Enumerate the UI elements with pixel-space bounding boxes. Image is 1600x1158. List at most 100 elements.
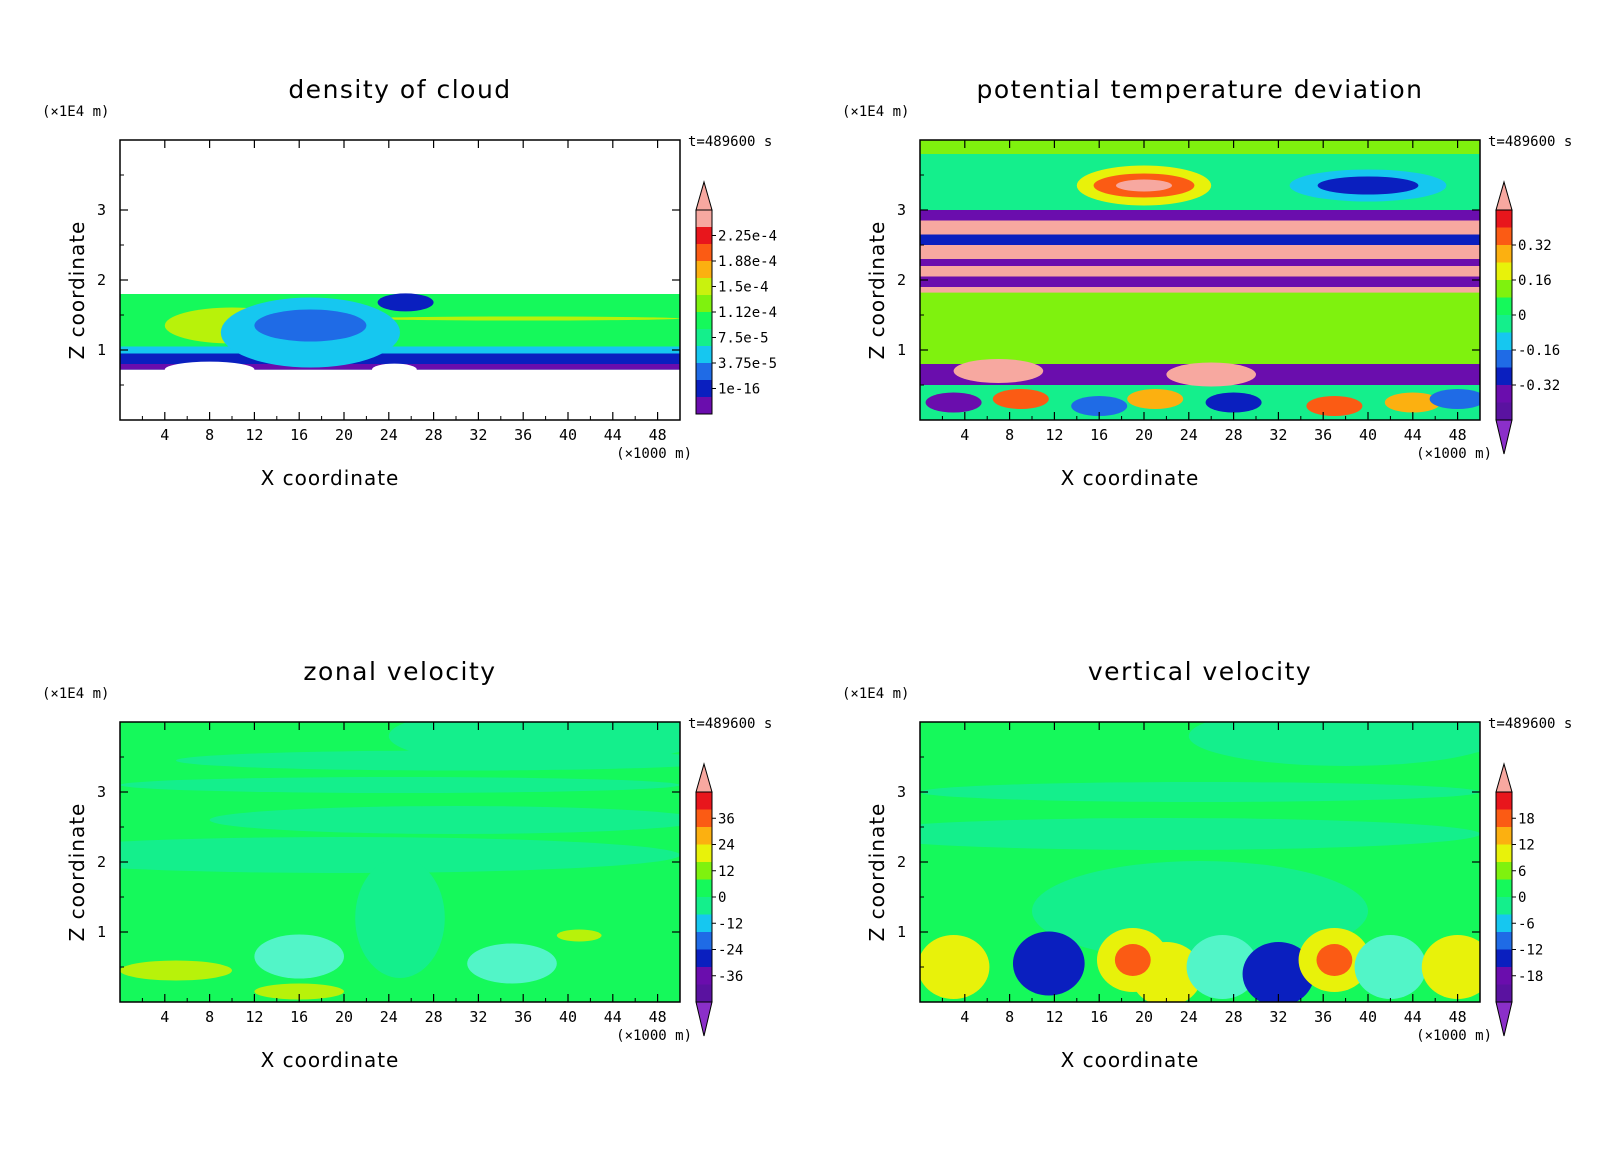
x-tick-label: 16 (1090, 1008, 1108, 1026)
colorbar-swatch (696, 261, 712, 279)
colorbar-extend-max (1495, 762, 1513, 793)
colorbar-label: -12 (718, 916, 743, 932)
chart-panel: zonal velocity(×1E4 m)t=489600 s4 8 12 16 20… (42, 657, 772, 1072)
colorbar-extend-max (695, 762, 713, 793)
colorbar-swatch (1496, 914, 1512, 933)
colorbar-label: 1.88e-4 (718, 254, 777, 270)
x-tick-label: 12 (245, 426, 263, 444)
x-tick-label: 12 (1045, 426, 1063, 444)
colorbar-swatch (696, 278, 712, 296)
x-tick-label: 36 (514, 426, 532, 444)
x-tick-label: 44 (1404, 426, 1422, 444)
colorbar-swatch (1496, 809, 1512, 828)
theta-low-eddy (992, 389, 1049, 409)
theta-low-eddy (1127, 389, 1184, 409)
chart-panel: potential temperature deviation (×1E4 m) t… (842, 75, 1572, 490)
x-tick-label: 16 (1090, 426, 1108, 444)
x-tick-label: 4 (960, 426, 969, 444)
cloud-top-blob (377, 293, 434, 312)
x-tick-label: 8 (1005, 1008, 1014, 1026)
colorbar-label: 1.5e-4 (718, 280, 769, 296)
cloud-base-gap (164, 361, 255, 378)
theta-warm-peak (1116, 179, 1172, 192)
w-cell-core-2 (1316, 944, 1353, 976)
w-cell (1012, 931, 1085, 996)
colorbar-swatch (1496, 210, 1512, 228)
x-tick-label: 40 (1359, 426, 1377, 444)
colorbar-label: 12 (1518, 838, 1535, 854)
x-tick-label: 28 (425, 1008, 443, 1026)
colorbar-label: -18 (1518, 969, 1543, 985)
colorbar-swatch (1496, 402, 1512, 421)
chart-panel: density of cloud(×1E4 m)t=489600 s4 8 12 16… (42, 75, 777, 490)
colorbar-swatch (696, 862, 712, 880)
colorbar: 0.32 0.16 0 -0.16 -0.32 (1495, 180, 1560, 455)
colorbar-swatch (1496, 245, 1512, 263)
colorbar-swatch (1496, 897, 1512, 915)
cloud-base-cyan (120, 346, 680, 354)
colorbar-label: 36 (718, 811, 735, 827)
y-tick-label: 1 (97, 341, 106, 359)
colorbar-label: 0 (718, 890, 726, 906)
colorbar-swatch (696, 227, 712, 245)
colorbar-swatch (696, 363, 712, 381)
chart-title: vertical velocity (1088, 657, 1312, 686)
colorbar-swatch (696, 914, 712, 933)
x-tick-label: 40 (1359, 1008, 1377, 1026)
x-tick-label: 12 (245, 1008, 263, 1026)
x-tick-label: 8 (205, 1008, 214, 1026)
theta-low-eddy (1205, 392, 1262, 413)
x-axis-title: X coordinate (1061, 466, 1200, 490)
y-tick-label: 2 (897, 853, 906, 871)
u-teal-streak (176, 750, 680, 771)
x-axis-title: X coordinate (261, 466, 400, 490)
colorbar-swatch (696, 312, 712, 330)
theta-warm-patch-2 (1166, 362, 1256, 387)
y-axis-title: Z coordinate (865, 803, 889, 942)
x-tick-label: 44 (604, 426, 622, 444)
colorbar-swatch (1496, 367, 1512, 386)
colorbar-swatch (1496, 350, 1512, 368)
colorbar-swatch (1496, 844, 1512, 863)
x-tick-label: 44 (604, 1008, 622, 1026)
u-cyan-patch (254, 934, 344, 979)
colorbar-swatch (1496, 879, 1512, 898)
x-tick-label: 28 (1225, 426, 1243, 444)
theta-band (920, 210, 1480, 221)
colorbar-label: 6 (1518, 864, 1526, 880)
time-label: t=489600 s (688, 716, 772, 732)
colorbar-label: 12 (718, 864, 735, 880)
x-tick-label: 20 (335, 1008, 353, 1026)
colorbar-swatch (696, 932, 712, 950)
x-unit-label: (×1000 m) (616, 446, 692, 462)
colorbar-label: -0.16 (1518, 343, 1560, 359)
y-unit-label: (×1E4 m) (842, 686, 909, 702)
x-tick-label: 36 (514, 1008, 532, 1026)
colorbar-swatch (696, 210, 712, 228)
colorbar-label: 24 (718, 838, 735, 854)
colorbar-swatch (1496, 280, 1512, 298)
x-tick-label: 36 (1314, 426, 1332, 444)
cloud-base-gap-2 (372, 363, 417, 376)
colorbar-swatch (696, 244, 712, 262)
y-tick-label: 1 (97, 923, 106, 941)
colorbar-swatch (1496, 967, 1512, 985)
heatmap-field (920, 140, 1480, 420)
colorbar-label: 1e-16 (718, 382, 760, 398)
y-axis-title: Z coordinate (65, 221, 89, 360)
chart-title: density of cloud (288, 75, 511, 104)
u-teal-streak-4 (120, 837, 680, 873)
colorbar-swatch (696, 984, 712, 1003)
time-label: t=489600 s (1488, 134, 1572, 150)
w-cell (1186, 935, 1259, 999)
heatmap-field (120, 722, 680, 1002)
w-upper-teal (1188, 722, 1480, 766)
x-tick-label: 36 (1314, 1008, 1332, 1026)
colorbar-extend-max (695, 180, 713, 211)
theta-band (920, 287, 1480, 293)
x-tick-label: 44 (1404, 1008, 1422, 1026)
colorbar-swatch (696, 879, 712, 898)
y-unit-label: (×1E4 m) (842, 104, 909, 120)
x-tick-label: 8 (205, 426, 214, 444)
